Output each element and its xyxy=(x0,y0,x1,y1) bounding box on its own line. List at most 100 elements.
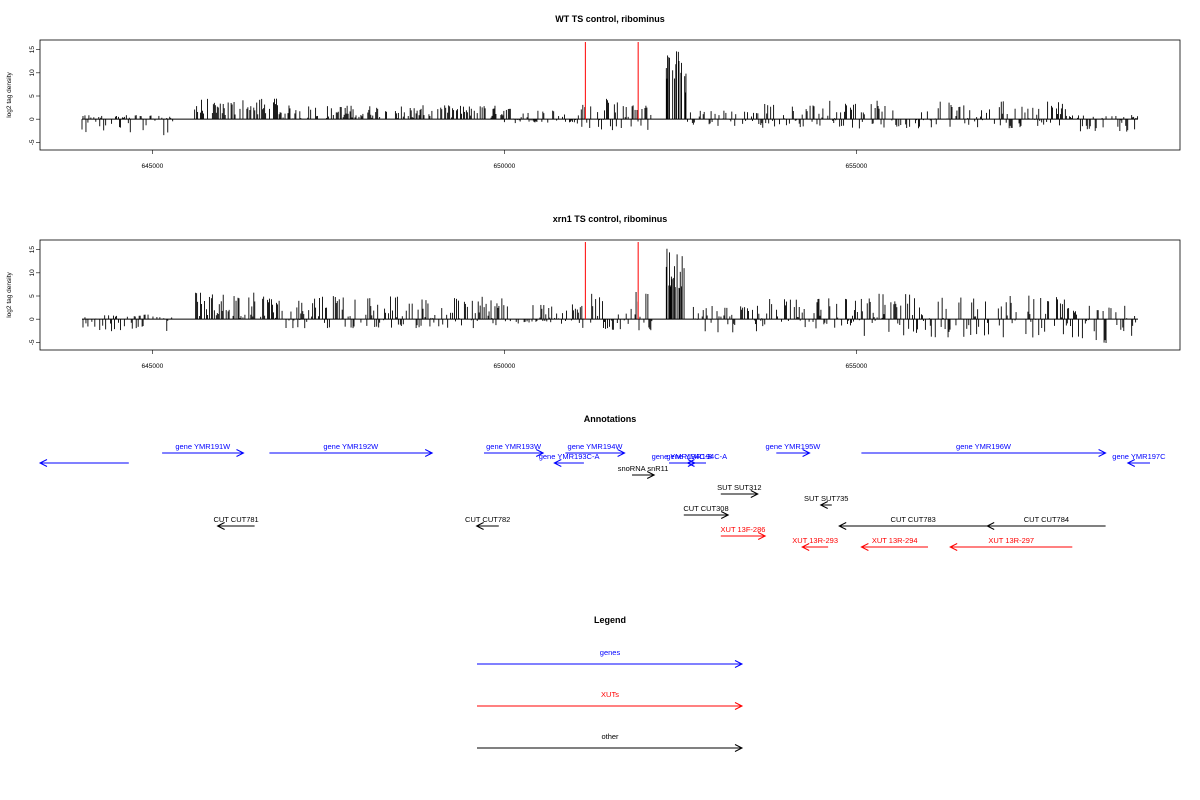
arrow-head-icon xyxy=(424,449,434,457)
panel-title: WT TS control, ribominus xyxy=(555,14,665,24)
feature-label: gene YMR196W xyxy=(956,442,1012,451)
legend-items: genes XUTs other xyxy=(477,648,744,752)
annotation-feature: gene YMR193W xyxy=(484,442,545,457)
feature-label: XUT 13R-294 xyxy=(872,536,918,545)
annotation-feature xyxy=(38,459,129,467)
feature-label: SUT SUT735 xyxy=(804,494,848,503)
annotation-features: gene YMR191W gene YMR192W gene YMR193W gene… xyxy=(38,442,1166,551)
annotation-feature: SUT SUT312 xyxy=(717,483,762,498)
y-tick-label: 10 xyxy=(29,269,36,277)
arrow-head-icon xyxy=(949,543,958,551)
arrow-head-icon xyxy=(734,702,744,710)
x-tick-label: 645000 xyxy=(142,363,164,370)
y-tick-label: 15 xyxy=(29,246,36,254)
annotation-feature: XUT 13R-294 xyxy=(860,536,928,551)
annotation-feature: gene YMR194W xyxy=(565,442,626,457)
feature-label: CUT CUT783 xyxy=(891,515,936,524)
plot-frame xyxy=(39,239,1181,351)
feature-label: gene YMR192W xyxy=(323,442,379,451)
arrow-head-icon xyxy=(986,522,995,530)
arrow-head-icon xyxy=(236,449,245,457)
annotation-feature: gene YMR192W xyxy=(269,442,434,457)
legend-label: XUTs xyxy=(601,690,619,699)
y-axis-label: log2 tag density xyxy=(6,71,13,117)
y-axis: -5 0 5 10 15 xyxy=(29,246,40,345)
feature-label: gene YMR194C-B xyxy=(652,452,713,461)
x-tick-label: 650000 xyxy=(494,363,516,370)
y-tick-label: 0 xyxy=(29,317,36,321)
y-tick-label: 10 xyxy=(29,69,36,77)
arrow-head-icon xyxy=(734,660,744,668)
arrow-head-icon xyxy=(802,449,811,457)
arrow-head-icon xyxy=(1126,459,1136,467)
annotation-feature: CUT CUT781 xyxy=(213,515,259,530)
x-tick-label: 655000 xyxy=(846,363,868,370)
feature-label: CUT CUT782 xyxy=(465,515,510,524)
xrn1-coverage-panel: xrn1 TS control, ribominus log2 tag dens… xyxy=(6,214,1181,370)
coverage-bars xyxy=(82,248,1138,344)
x-axis: 645000 650000 655000 xyxy=(142,350,868,370)
feature-label: gene YMR193W xyxy=(486,442,542,451)
x-tick-label: 645000 xyxy=(142,163,164,170)
arrow-head-icon xyxy=(38,459,48,467)
arrow-head-icon xyxy=(819,501,828,509)
annotations-title: Annotations xyxy=(584,414,637,424)
arrow-head-icon xyxy=(553,459,562,467)
feature-label: gene YMR194C-A xyxy=(666,452,727,461)
x-tick-label: 655000 xyxy=(846,163,868,170)
arrow-head-icon xyxy=(475,522,484,530)
legend-item: other xyxy=(477,732,744,752)
annotation-feature: CUT CUT782 xyxy=(465,515,510,530)
arrow-head-icon xyxy=(535,449,545,457)
legend-label: genes xyxy=(600,648,621,657)
legend-label: other xyxy=(601,732,619,741)
annotation-feature: gene YMR191W xyxy=(162,442,245,457)
annotation-feature: SUT SUT735 xyxy=(804,494,848,509)
annotation-feature: CUT CUT308 xyxy=(683,504,730,519)
feature-label: CUT CUT781 xyxy=(213,515,258,524)
annotation-feature: gene YMR193C-A xyxy=(539,452,600,467)
x-tick-label: 650000 xyxy=(494,163,516,170)
arrow-head-icon xyxy=(687,459,697,467)
feature-label: SUT SUT312 xyxy=(717,483,761,492)
arrow-head-icon xyxy=(860,543,869,551)
annotation-feature: CUT CUT784 xyxy=(986,515,1106,530)
annotation-feature: gene YMR196W xyxy=(861,442,1107,457)
arrow-head-icon xyxy=(646,471,656,479)
marker-lines xyxy=(584,242,639,320)
feature-label: CUT CUT784 xyxy=(1024,515,1069,524)
annotation-feature: XUT 13F-286 xyxy=(721,525,767,540)
feature-label: CUT CUT308 xyxy=(683,504,728,513)
feature-label: gene YMR195W xyxy=(765,442,821,451)
annotation-track: Annotations gene YMR191W gene YMR192W gene… xyxy=(38,414,1166,551)
y-tick-label: 5 xyxy=(29,294,36,298)
legend-item: XUTs xyxy=(477,690,744,710)
arrow-head-icon xyxy=(801,543,810,551)
legend-title: Legend xyxy=(594,615,626,625)
y-tick-label: -5 xyxy=(29,339,36,345)
feature-label: XUT 13F-286 xyxy=(721,525,766,534)
y-tick-label: 5 xyxy=(29,94,36,98)
legend-item: genes xyxy=(477,648,744,668)
y-tick-label: -5 xyxy=(29,139,36,145)
annotation-feature: gene YMR194C-B xyxy=(652,452,713,467)
arrow-head-icon xyxy=(1098,449,1107,457)
annotation-feature: XUT 13R-293 xyxy=(792,536,838,551)
x-axis: 645000 650000 655000 xyxy=(142,150,868,170)
annotation-feature: gene YMR195W xyxy=(765,442,821,457)
marker-lines xyxy=(584,42,639,120)
arrow-head-icon xyxy=(617,449,626,457)
annotation-feature: XUT 13R-297 xyxy=(949,536,1073,551)
feature-label: XUT 13R-297 xyxy=(988,536,1034,545)
wt-coverage-panel: WT TS control, ribominus log2 tag densit… xyxy=(6,14,1181,170)
y-axis: -5 0 5 10 15 xyxy=(29,46,40,145)
feature-label: gene YMR191W xyxy=(175,442,231,451)
arrow-head-icon xyxy=(757,532,767,540)
annotation-feature: CUT CUT783 xyxy=(838,515,988,530)
feature-label: gene YMR193C-A xyxy=(539,452,600,461)
plot-frame xyxy=(39,39,1181,151)
y-tick-label: 0 xyxy=(29,117,36,121)
feature-label: gene YMR194W xyxy=(568,442,624,451)
arrow-head-icon xyxy=(720,511,730,519)
